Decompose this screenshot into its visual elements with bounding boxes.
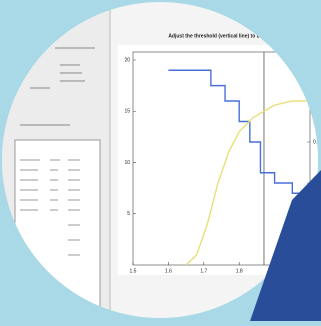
screenshot: Adjust the threshold (vertical line) to … bbox=[0, 0, 321, 321]
x-tick-label: 1.8 bbox=[236, 268, 243, 274]
page: Adjust the threshold (vertical line) to … bbox=[0, 0, 321, 321]
x-tick-label: 1.6 bbox=[165, 268, 172, 274]
x-tick-label: 1.7 bbox=[200, 268, 207, 274]
y-tick-label: 5 bbox=[127, 211, 130, 217]
y-tick-label: 10 bbox=[124, 160, 130, 166]
y-tick-label: 20 bbox=[124, 57, 130, 63]
y-tick-label: 15 bbox=[124, 109, 130, 115]
x-tick-label: 1.5 bbox=[130, 268, 137, 274]
